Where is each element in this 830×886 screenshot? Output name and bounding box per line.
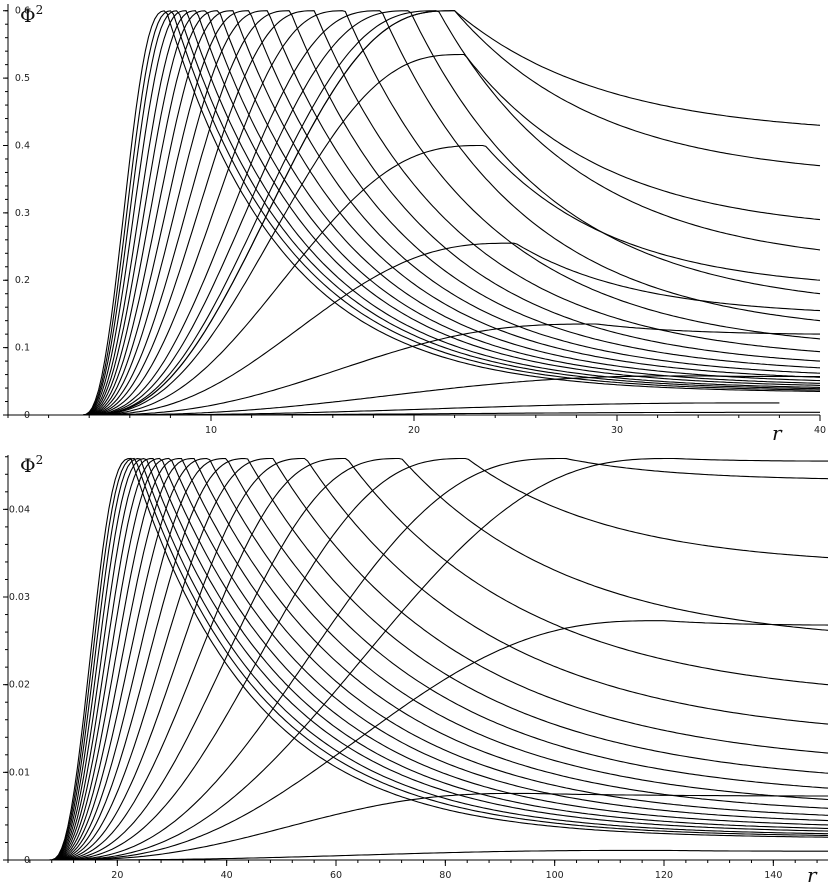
series-curve	[8, 10, 821, 416]
series-curve	[8, 457, 829, 861]
series-curve	[8, 457, 829, 861]
top-x-axis-label: r	[772, 421, 783, 445]
series-curve	[8, 457, 829, 861]
series-curve	[8, 457, 829, 861]
x-tick-label: 20	[408, 425, 420, 436]
series-curve	[8, 457, 829, 861]
series-curve	[8, 10, 820, 416]
x-tick-label: 100	[546, 870, 564, 881]
y-tick-label: 0.04	[9, 504, 30, 515]
series-curve	[8, 457, 828, 861]
series-curve	[8, 10, 821, 416]
series-curve	[8, 53, 821, 416]
bottom-y-axis-label: Φ2	[20, 453, 43, 477]
x-tick-label: 10	[205, 425, 217, 436]
y-tick-label: 0.4	[15, 140, 30, 151]
series-curve	[8, 10, 821, 416]
series-curve	[8, 457, 829, 861]
series-curve	[8, 10, 821, 416]
series-curve	[8, 457, 828, 861]
series-curve	[8, 10, 821, 416]
bottom-x-axis-label: r	[807, 863, 818, 886]
x-tick-label: 30	[611, 425, 623, 436]
y-tick-label: 0.3	[15, 208, 30, 219]
series-curve	[8, 458, 828, 861]
series-curve	[8, 10, 821, 416]
y-tick-label: 0.02	[9, 680, 30, 691]
series-curve	[8, 10, 821, 416]
x-tick-label: 120	[655, 870, 673, 881]
series-curve	[8, 457, 829, 861]
y-tick-label: 0.01	[9, 767, 30, 778]
series-curve	[8, 144, 821, 416]
y-tick-label: 0.5	[15, 73, 30, 84]
series-curve	[8, 849, 828, 861]
series-curve	[8, 10, 821, 416]
series-curve	[8, 10, 821, 416]
series-curve	[8, 10, 821, 416]
series-curve	[8, 458, 829, 861]
y-tick-label: 0.6	[15, 6, 30, 17]
series-curve	[8, 10, 821, 416]
top-y-axis-label: Φ2	[20, 3, 43, 27]
series-curve	[8, 457, 829, 861]
x-tick-label: 60	[330, 870, 342, 881]
y-tick-label: 0.1	[15, 343, 30, 354]
series-curve	[8, 411, 820, 416]
series-curve	[8, 457, 829, 861]
series-curve	[8, 457, 828, 861]
x-tick-label: 20	[111, 870, 123, 881]
x-tick-label: 140	[764, 870, 782, 881]
x-tick-label: 80	[439, 870, 451, 881]
y-tick-label: 0.2	[15, 275, 30, 286]
series-curve	[8, 457, 829, 861]
series-curve	[8, 10, 820, 416]
series-curve	[8, 620, 829, 861]
series-curve	[8, 457, 829, 861]
series-curve	[8, 323, 820, 416]
series-curve	[8, 10, 820, 416]
x-tick-label: 40	[221, 870, 233, 881]
series-curve	[8, 242, 821, 416]
series-curve	[8, 457, 829, 861]
x-tick-label: 40	[814, 425, 826, 436]
series-curve	[8, 457, 829, 861]
series-curve	[8, 10, 821, 416]
series-curve	[8, 10, 821, 416]
series-curve	[8, 457, 829, 861]
series-curve	[8, 10, 821, 416]
y-tick-label: 0.03	[9, 592, 30, 603]
series-curve	[8, 792, 828, 861]
